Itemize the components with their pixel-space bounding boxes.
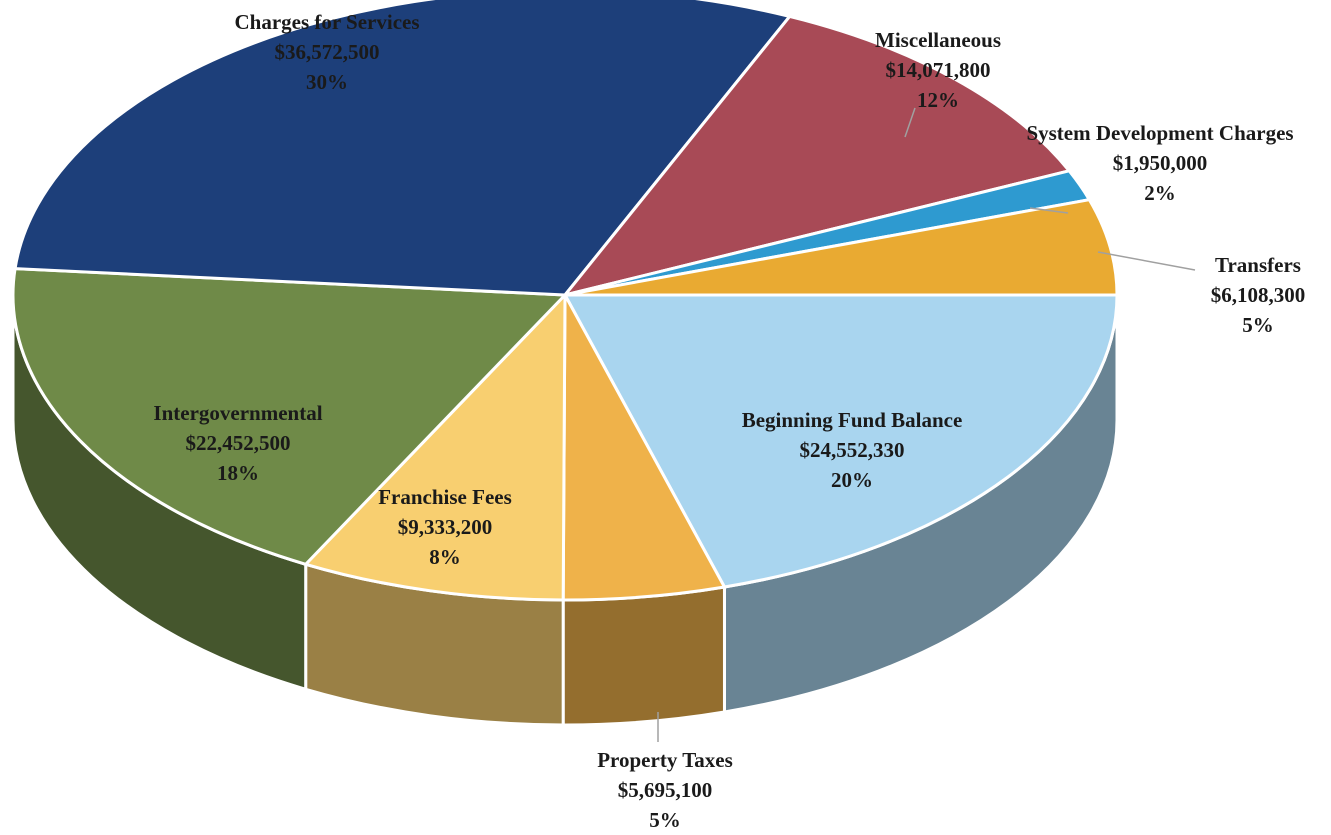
- value-label: $24,552,330: [799, 438, 905, 462]
- value-label: $36,572,500: [274, 40, 380, 64]
- category-name: Beginning Fund Balance: [741, 408, 963, 432]
- percent-label: 20%: [831, 468, 873, 492]
- category-name: Miscellaneous: [875, 28, 1001, 52]
- value-label: $9,333,200: [397, 515, 493, 539]
- data-label: Property Taxes $5,695,100 5%: [535, 745, 795, 835]
- leader-line: [904, 107, 916, 138]
- slice: [302, 291, 567, 602]
- value-label: $1,950,000: [1112, 151, 1208, 175]
- percent-label: 2%: [1144, 181, 1176, 205]
- slice: [562, 293, 1119, 589]
- data-label: Miscellaneous $14,071,800 12%: [818, 25, 1058, 115]
- value-label: $6,108,300: [1210, 283, 1306, 307]
- category-name: Intergovernmental: [153, 401, 323, 425]
- percent-label: 12%: [917, 88, 959, 112]
- percent-label: 5%: [649, 808, 681, 832]
- category-name: Transfers: [1215, 253, 1301, 277]
- leader-line: [1029, 207, 1069, 214]
- percent-label: 8%: [429, 545, 461, 569]
- value-label: $5,695,100: [617, 778, 713, 802]
- percent-label: 30%: [306, 70, 348, 94]
- slice: [564, 198, 1119, 297]
- slice: [561, 14, 1072, 298]
- data-label: Beginning Fund Balance $24,552,330 20%: [692, 405, 1012, 495]
- value-label: $22,452,500: [185, 431, 291, 455]
- percent-label: 18%: [217, 461, 259, 485]
- category-name: Charges for Services: [234, 10, 420, 34]
- category-name: Property Taxes: [597, 748, 733, 772]
- slice: [13, 0, 793, 297]
- data-label: Franchise Fees $9,333,200 8%: [325, 482, 565, 572]
- data-label: Transfers $6,108,300 5%: [1178, 250, 1331, 340]
- slice-wall: [561, 585, 726, 727]
- percent-label: 5%: [1242, 313, 1274, 337]
- slice: [561, 289, 727, 602]
- slice: [11, 267, 569, 566]
- data-label: System Development Charges $1,950,000 2%: [1025, 118, 1295, 208]
- data-label: Charges for Services $36,572,500 30%: [177, 7, 477, 97]
- leader-line: [1097, 251, 1196, 271]
- value-label: $14,071,800: [885, 58, 991, 82]
- data-label: Intergovernmental $22,452,500 18%: [108, 398, 368, 488]
- category-name: System Development Charges: [1026, 121, 1294, 145]
- category-name: Franchise Fees: [378, 485, 512, 509]
